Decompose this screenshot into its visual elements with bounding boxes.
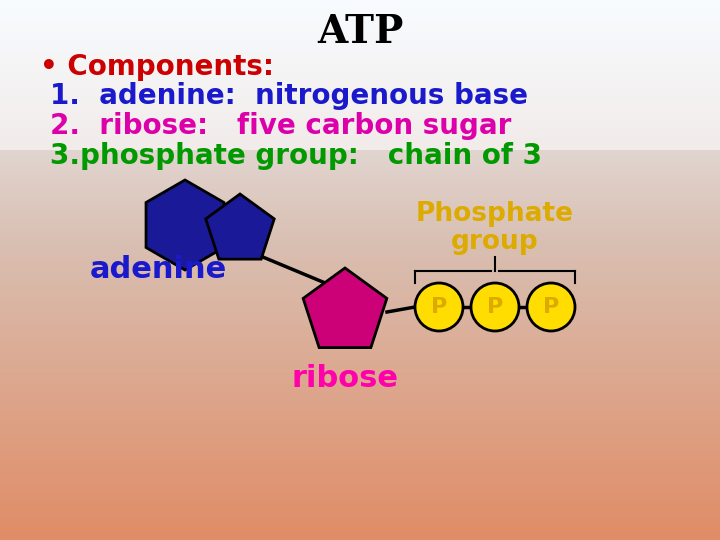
Polygon shape bbox=[303, 268, 387, 348]
Text: • Components:: • Components: bbox=[40, 53, 274, 81]
Text: ATP: ATP bbox=[317, 13, 403, 51]
Text: Phosphate: Phosphate bbox=[416, 201, 574, 227]
Text: adenine: adenine bbox=[90, 255, 228, 284]
Text: group: group bbox=[451, 229, 539, 255]
Text: ribose: ribose bbox=[292, 364, 398, 393]
Polygon shape bbox=[146, 180, 224, 270]
Text: P: P bbox=[487, 297, 503, 317]
Text: P: P bbox=[543, 297, 559, 317]
Text: 3.phosphate group:   chain of 3: 3.phosphate group: chain of 3 bbox=[50, 142, 542, 170]
Text: P: P bbox=[431, 297, 447, 317]
Bar bbox=[0, 0, 720, 150]
Polygon shape bbox=[206, 194, 274, 259]
Text: 2.  ribose:   five carbon sugar: 2. ribose: five carbon sugar bbox=[50, 112, 511, 140]
Text: 1.  adenine:  nitrogenous base: 1. adenine: nitrogenous base bbox=[50, 82, 528, 110]
Circle shape bbox=[471, 283, 519, 331]
Circle shape bbox=[415, 283, 463, 331]
Circle shape bbox=[527, 283, 575, 331]
